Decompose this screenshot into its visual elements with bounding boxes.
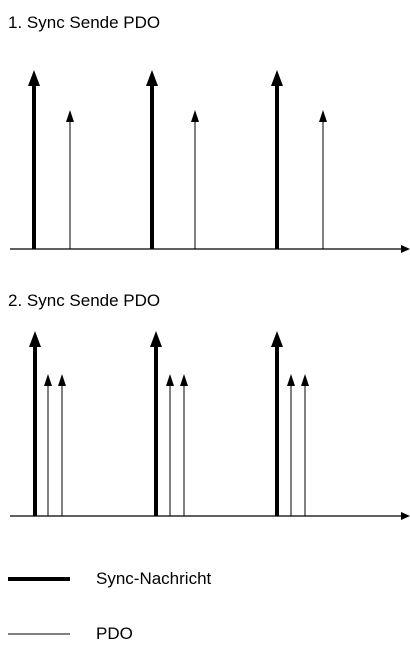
sync-arrowhead: [29, 331, 41, 347]
pdo-arrowhead: [319, 110, 327, 122]
legend-sync-label: Sync-Nachricht: [96, 569, 212, 588]
legend-pdo-label: PDO: [96, 624, 133, 643]
pdo-arrowhead: [44, 374, 52, 386]
panel-1-title: 1. Sync Sende PDO: [8, 13, 161, 32]
sync-arrowhead: [271, 331, 283, 347]
legend: [8, 577, 70, 635]
panel-2-timeline: [10, 331, 410, 520]
pdo-arrowhead: [166, 374, 174, 386]
sync-arrowhead: [146, 70, 158, 86]
pdo-arrowhead: [301, 374, 309, 386]
sync-arrowhead: [271, 70, 283, 86]
time-axis-arrowhead: [401, 512, 410, 520]
panel-1-timeline: [10, 70, 410, 253]
pdo-arrowhead: [58, 374, 66, 386]
pdo-arrowhead: [191, 110, 199, 122]
pdo-arrowhead: [66, 110, 74, 122]
pdo-arrowhead: [180, 374, 188, 386]
sync-arrowhead: [150, 331, 162, 347]
pdo-arrowhead: [287, 374, 295, 386]
sync-arrowhead: [28, 70, 40, 86]
panel-2-title: 2. Sync Sende PDO: [8, 291, 161, 310]
time-axis-arrowhead: [401, 245, 410, 253]
